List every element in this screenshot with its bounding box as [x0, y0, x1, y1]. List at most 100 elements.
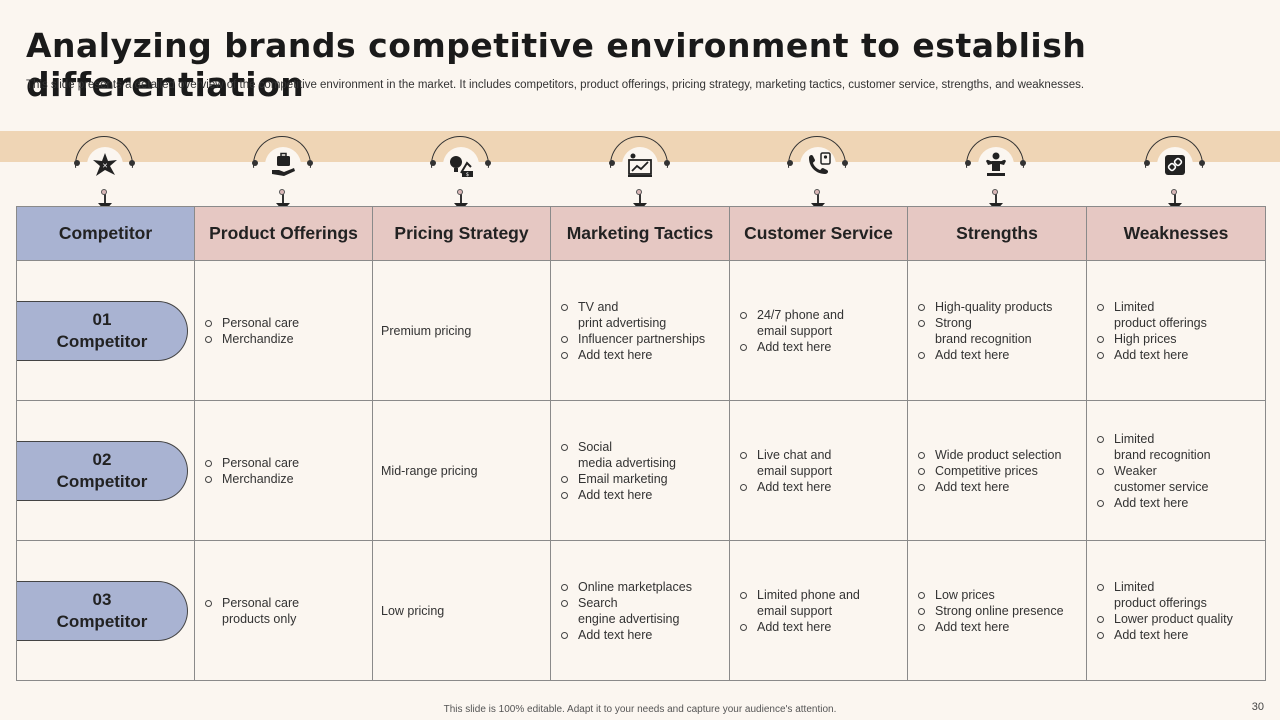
customer-service-cell: 24/7 phone and email support Add text her…	[729, 260, 908, 401]
list-item: Add text here	[916, 619, 1078, 635]
list-item: Personal care	[203, 315, 364, 331]
header-product-offerings: Product Offerings	[194, 206, 373, 261]
header-marketing-tactics: Marketing Tactics	[550, 206, 730, 261]
bullet-list: Limited brand recognition Weaker customer…	[1095, 431, 1257, 511]
list-item: Add text here	[559, 627, 721, 643]
weaknesses-icon-unit	[1144, 136, 1205, 216]
list-item: Weaker customer service	[1095, 463, 1257, 495]
weaknesses-cell: Limited product offerings High prices Add …	[1086, 260, 1266, 401]
bullet-list: Live chat and email support Add text here	[738, 447, 899, 495]
bullet-list: Wide product selection Competitive prices…	[916, 447, 1078, 495]
bullet-list: High-quality products Strong brand recogn…	[916, 299, 1078, 363]
pricing-strategy-cell: Premium pricing	[372, 260, 551, 401]
list-item: Add text here	[1095, 347, 1257, 363]
header-strengths: Strengths	[907, 206, 1087, 261]
list-item: Add text here	[738, 619, 899, 635]
bullet-list: Personal care Merchandize	[203, 455, 364, 487]
cell-text: Premium pricing	[381, 323, 472, 338]
list-item: Search engine advertising	[559, 595, 721, 627]
competitor-cell: 01 Competitor	[16, 260, 195, 401]
list-item: Add text here	[1095, 627, 1257, 643]
bullet-list: Limited product offerings High prices Add …	[1095, 299, 1257, 363]
bullet-list: Limited product offerings Lower product q…	[1095, 579, 1257, 643]
strongman-icon	[978, 147, 1014, 183]
list-item: Add text here	[738, 479, 899, 495]
competitor-number: 01	[92, 309, 112, 329]
header-pricing-strategy: Pricing Strategy	[372, 206, 551, 261]
competitor-cell: 03 Competitor	[16, 540, 195, 681]
broken-chain-icon	[1157, 147, 1193, 183]
service-icon-unit	[787, 136, 848, 216]
pricing-strategy-cell: Low pricing	[372, 540, 551, 681]
list-item: Add text here	[559, 487, 721, 503]
header-competitor: Competitor	[16, 206, 195, 261]
bullet-list: Low prices Strong online presence Add text…	[916, 587, 1078, 635]
pricing-icon-unit: $	[430, 136, 491, 216]
strengths-icon-unit	[965, 136, 1026, 216]
marketing-icon-unit	[609, 136, 670, 216]
list-item: Competitive prices	[916, 463, 1078, 479]
table-row: 03 Competitor Personal care products only L…	[16, 540, 1266, 681]
svg-text:$: $	[466, 172, 469, 178]
list-item: Add text here	[738, 339, 899, 355]
weaknesses-cell: Limited brand recognition Weaker customer…	[1086, 400, 1266, 541]
competitor-pill: 01 Competitor	[17, 300, 188, 361]
list-item: Low prices	[916, 587, 1078, 603]
page-subtitle: This slide presents a detailed overview …	[26, 79, 1085, 91]
list-item: Personal care products only	[203, 595, 364, 627]
footer-note: This slide is 100% editable. Adapt it to…	[443, 704, 837, 715]
customer-service-cell: Limited phone and email support Add text …	[729, 540, 908, 681]
list-item: Add text here	[559, 347, 721, 363]
list-item: Limited phone and email support	[738, 587, 899, 619]
list-item: Email marketing	[559, 471, 721, 487]
competitor-number: 02	[92, 449, 112, 469]
list-item: Limited product offerings	[1095, 579, 1257, 611]
list-item: Add text here	[916, 347, 1078, 363]
header-weaknesses: Weaknesses	[1086, 206, 1266, 261]
strengths-cell: Low prices Strong online presence Add text…	[907, 540, 1087, 681]
pricing-strategy-cell: Mid-range pricing	[372, 400, 551, 541]
list-item: Live chat and email support	[738, 447, 899, 479]
list-item: Strong brand recognition	[916, 315, 1078, 347]
strategy-burst-icon: ✕	[87, 147, 123, 183]
bullet-list: TV and print advertising Influencer partn…	[559, 299, 721, 363]
list-item: Strong online presence	[916, 603, 1078, 619]
marketing-tactics-cell: TV and print advertising Influencer partn…	[550, 260, 730, 401]
list-item: High-quality products	[916, 299, 1078, 315]
header-customer-service: Customer Service	[729, 206, 908, 261]
competitor-label: Competitor	[56, 471, 148, 491]
weaknesses-cell: Limited product offerings Lower product q…	[1086, 540, 1266, 681]
bullet-list: Social media advertising Email marketing A…	[559, 439, 721, 503]
list-item: Limited brand recognition	[1095, 431, 1257, 463]
list-item: Limited product offerings	[1095, 299, 1257, 331]
product-offerings-cell: Personal care products only	[194, 540, 373, 681]
list-item: Add text here	[1095, 495, 1257, 511]
product-icon-unit	[252, 136, 313, 216]
list-item: Lower product quality	[1095, 611, 1257, 627]
cell-text: Low pricing	[381, 603, 445, 618]
bullet-list: 24/7 phone and email support Add text her…	[738, 307, 899, 355]
list-item: Social media advertising	[559, 439, 721, 471]
table-row: 02 Competitor Personal care Merchandize Mid-…	[16, 400, 1266, 541]
presentation-board-icon	[622, 147, 658, 183]
strengths-cell: Wide product selection Competitive prices…	[907, 400, 1087, 541]
marketing-tactics-cell: Online marketplaces Search engine adverti…	[550, 540, 730, 681]
svg-text:✕: ✕	[102, 162, 108, 170]
list-item: Influencer partnerships	[559, 331, 721, 347]
page-title: Analyzing brands competitive environment…	[26, 26, 1087, 104]
competitor-cell: 02 Competitor	[16, 400, 195, 541]
bullet-list: Online marketplaces Search engine adverti…	[559, 579, 721, 643]
competitor-pill: 03 Competitor	[17, 580, 188, 641]
header-row: Competitor Product Offerings Pricing Str…	[16, 206, 1266, 261]
competitor-label: Competitor	[56, 331, 148, 351]
list-item: Personal care	[203, 455, 364, 471]
marketing-tactics-cell: Social media advertising Email marketing A…	[550, 400, 730, 541]
list-item: Merchandize	[203, 471, 364, 487]
list-item: Add text here	[916, 479, 1078, 495]
list-item: TV and print advertising	[559, 299, 721, 331]
list-item: High prices	[1095, 331, 1257, 347]
competitor-icon-unit: ✕	[74, 136, 135, 216]
table-row: 01 Competitor Personal care Merchandize Prem…	[16, 260, 1266, 401]
competitor-number: 03	[92, 589, 112, 609]
page-number: 30	[1251, 701, 1264, 713]
